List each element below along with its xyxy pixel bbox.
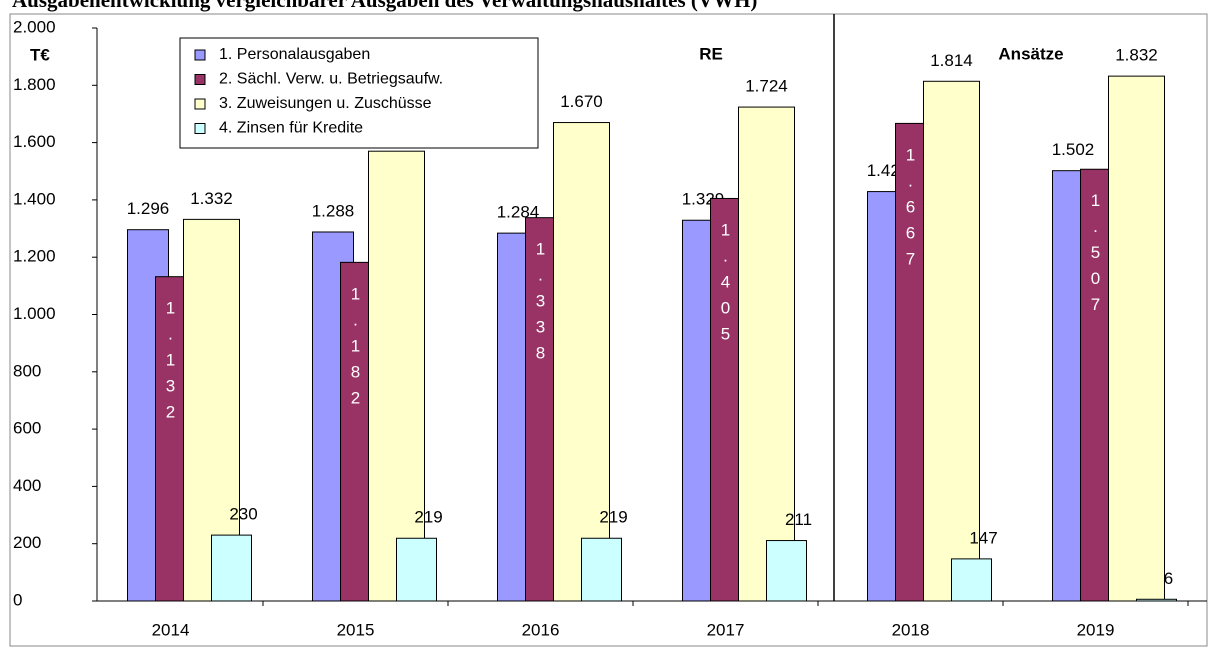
x-tick-label: 2016 — [522, 620, 560, 639]
data-label: 1.502 — [1052, 140, 1095, 159]
data-label: 211 — [785, 510, 812, 529]
y-tick-label: 400 — [13, 476, 41, 495]
y-tick-label: 1.000 — [13, 304, 56, 323]
data-label: 1.338 — [531, 240, 550, 370]
data-label: 219 — [414, 508, 442, 527]
bar — [368, 150, 425, 602]
y-tick-label: 1.800 — [13, 75, 56, 94]
x-tick-label: 2014 — [152, 620, 190, 639]
data-label: 1.724 — [745, 77, 788, 96]
bar — [895, 122, 924, 602]
bar — [766, 540, 807, 602]
data-label: 147 — [969, 528, 997, 547]
y-tick-label: 1.600 — [13, 132, 56, 151]
data-label: 1.288 — [312, 201, 355, 220]
chart-title: Ausgabenentwicklung vergleichbarer Ausga… — [12, 0, 757, 12]
data-label: 1.296 — [127, 199, 170, 218]
legend-swatch — [194, 49, 206, 61]
bar — [553, 122, 610, 602]
data-label: 1.670 — [560, 92, 603, 111]
annotation: Ansätze — [998, 44, 1063, 63]
legend-label: 2. Sächl. Verw. u. Betriegsaufw. — [219, 71, 443, 88]
data-label: 1.814 — [930, 51, 973, 70]
bar — [581, 537, 622, 602]
bar — [923, 80, 980, 602]
data-label: 1.132 — [161, 299, 180, 429]
annotation: RE — [699, 44, 723, 63]
bar — [211, 534, 252, 602]
bar — [1108, 75, 1165, 602]
bar — [1136, 598, 1177, 602]
unit-label: T€ — [30, 45, 50, 64]
data-label: 1.405 — [716, 220, 735, 350]
data-label: 1.667 — [901, 145, 920, 275]
frame — [9, 13, 1208, 647]
legend-box — [179, 37, 539, 149]
bar — [155, 276, 184, 602]
legend-label: 3. Zuweisungen u. Zuschüsse — [219, 95, 432, 112]
legend-label: 1. Personalausgaben — [219, 46, 370, 63]
data-label: 1.182 — [346, 284, 365, 414]
x-tick-label: 2015 — [337, 620, 375, 639]
bar — [951, 558, 992, 602]
y-tick-label: 600 — [13, 419, 41, 438]
legend-label: 4. Zinsen für Kredite — [219, 120, 363, 137]
x-tick-label: 2017 — [707, 620, 745, 639]
data-label: 1.332 — [190, 189, 233, 208]
y-tick-label: 800 — [13, 361, 41, 380]
bar — [340, 261, 369, 602]
legend-swatch — [194, 123, 206, 134]
y-tick-label: 2.000 — [13, 17, 56, 36]
y-tick-label: 0 — [13, 590, 22, 609]
legend-swatch — [194, 98, 206, 110]
bar — [396, 537, 437, 602]
x-tick-label: 2018 — [892, 620, 930, 639]
data-label: 1.284 — [497, 203, 540, 222]
y-tick-label: 1.200 — [13, 247, 56, 266]
y-tick-label: 200 — [13, 533, 41, 552]
bar — [738, 106, 795, 602]
y-tick-label: 1.400 — [13, 189, 56, 208]
data-label: 1.832 — [1115, 46, 1158, 65]
bar — [1080, 168, 1109, 602]
data-label: 1.507 — [1086, 191, 1105, 321]
x-tick-label: 2019 — [1077, 620, 1115, 639]
data-label: 219 — [599, 508, 627, 527]
data-label: 6 — [1164, 569, 1173, 588]
data-label: 230 — [229, 505, 257, 524]
bar — [710, 197, 739, 602]
legend-swatch — [194, 74, 206, 85]
